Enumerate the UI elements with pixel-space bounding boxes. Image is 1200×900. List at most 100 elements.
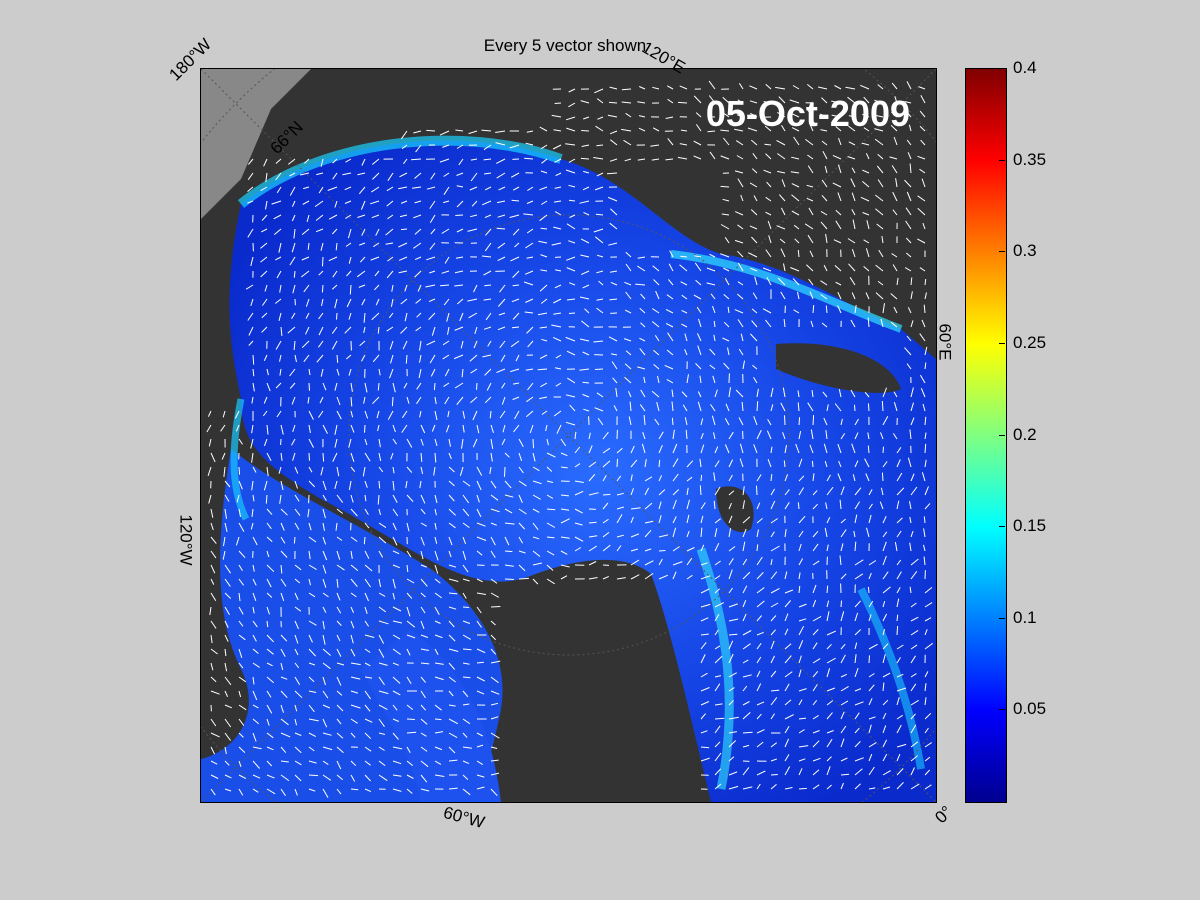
drift-vector xyxy=(459,312,464,322)
drift-vector xyxy=(392,424,396,433)
drift-vector xyxy=(807,109,814,118)
drift-vector xyxy=(624,281,632,286)
drift-vector xyxy=(414,200,422,204)
drift-vector xyxy=(574,480,584,483)
drift-vector xyxy=(882,699,889,706)
drift-vector xyxy=(414,228,422,235)
drift-vector xyxy=(714,741,721,748)
drift-vector xyxy=(765,83,772,90)
drift-vector xyxy=(238,564,243,572)
drift-vector xyxy=(378,578,382,588)
drift-vector xyxy=(392,466,395,474)
drift-vector xyxy=(680,129,688,132)
drift-vector xyxy=(336,410,342,420)
drift-vector xyxy=(350,634,354,644)
colorbar-tick-mark xyxy=(999,68,1005,69)
drift-vector xyxy=(890,293,898,300)
drift-vector xyxy=(784,754,790,762)
drift-vector xyxy=(891,111,898,118)
drift-vector xyxy=(640,389,646,398)
drift-vector xyxy=(472,410,478,421)
drift-vector xyxy=(389,368,394,379)
drift-vector xyxy=(881,400,884,412)
drift-vector xyxy=(483,144,492,151)
drift-vector xyxy=(224,788,232,792)
drift-vector xyxy=(363,536,366,545)
drift-vector xyxy=(854,629,862,636)
drift-vector xyxy=(336,718,342,725)
drift-vector xyxy=(910,616,919,622)
drift-vector xyxy=(377,382,380,391)
drift-vector xyxy=(611,361,618,370)
drift-vector xyxy=(812,599,817,608)
drift-vector xyxy=(293,270,296,278)
drift-vector xyxy=(518,522,526,530)
drift-vector xyxy=(583,170,590,174)
drift-vector xyxy=(588,445,593,454)
drift-vector xyxy=(266,648,274,655)
drift-vector xyxy=(807,165,814,174)
drift-vector xyxy=(350,606,355,614)
drift-vector xyxy=(350,382,353,392)
drift-vector xyxy=(392,704,398,711)
drift-vector xyxy=(511,326,520,329)
drift-vector xyxy=(854,612,859,622)
drift-vector xyxy=(251,452,254,463)
drift-vector xyxy=(441,270,450,274)
drift-vector xyxy=(280,592,285,602)
drift-vector xyxy=(723,362,730,370)
drift-vector xyxy=(924,617,932,622)
drift-vector xyxy=(280,662,284,671)
drift-vector xyxy=(919,110,926,118)
drift-vector xyxy=(919,125,926,132)
drift-vector xyxy=(807,154,814,160)
drift-vector xyxy=(420,494,426,504)
drift-vector xyxy=(476,508,482,518)
drift-vector xyxy=(791,194,800,202)
drift-vector xyxy=(434,648,439,655)
drift-vector xyxy=(308,746,315,752)
drift-vector xyxy=(714,683,721,692)
drift-vector xyxy=(630,474,633,482)
drift-vector xyxy=(266,382,271,392)
drift-vector xyxy=(923,528,926,538)
drift-vector xyxy=(360,200,366,210)
drift-vector xyxy=(784,643,792,650)
drift-vector xyxy=(308,578,311,586)
drift-vector xyxy=(476,648,486,654)
drift-vector xyxy=(825,502,828,510)
drift-vector xyxy=(681,323,688,328)
drift-vector xyxy=(658,475,663,482)
drift-vector xyxy=(289,256,296,266)
drift-vector xyxy=(524,311,534,314)
drift-vector xyxy=(462,494,470,504)
drift-vector xyxy=(289,368,296,377)
drift-vector xyxy=(291,242,296,253)
drift-vector xyxy=(420,508,426,515)
drift-vector xyxy=(378,704,388,711)
drift-vector xyxy=(364,746,372,752)
plot-title: Every 5 vector shown xyxy=(483,36,647,55)
drift-vector xyxy=(539,214,548,222)
drift-vector xyxy=(798,585,801,594)
drift-vector xyxy=(753,416,758,426)
drift-vector xyxy=(742,712,751,720)
drift-vector xyxy=(728,771,738,776)
drift-vector xyxy=(405,354,408,364)
drift-vector xyxy=(910,402,914,412)
drift-vector xyxy=(377,326,380,334)
drift-vector xyxy=(496,227,506,230)
drift-vector xyxy=(664,364,674,370)
drift-vector xyxy=(392,438,398,445)
drift-vector xyxy=(697,391,702,398)
drift-vector xyxy=(749,85,758,90)
drift-vector xyxy=(512,270,520,278)
drift-vector xyxy=(616,514,623,524)
drift-vector xyxy=(334,298,338,309)
drift-vector xyxy=(714,655,723,664)
drift-vector xyxy=(308,452,310,461)
drift-vector xyxy=(412,186,422,189)
drift-vector xyxy=(791,183,800,188)
drift-vector xyxy=(568,184,576,188)
drift-vector xyxy=(868,698,873,706)
